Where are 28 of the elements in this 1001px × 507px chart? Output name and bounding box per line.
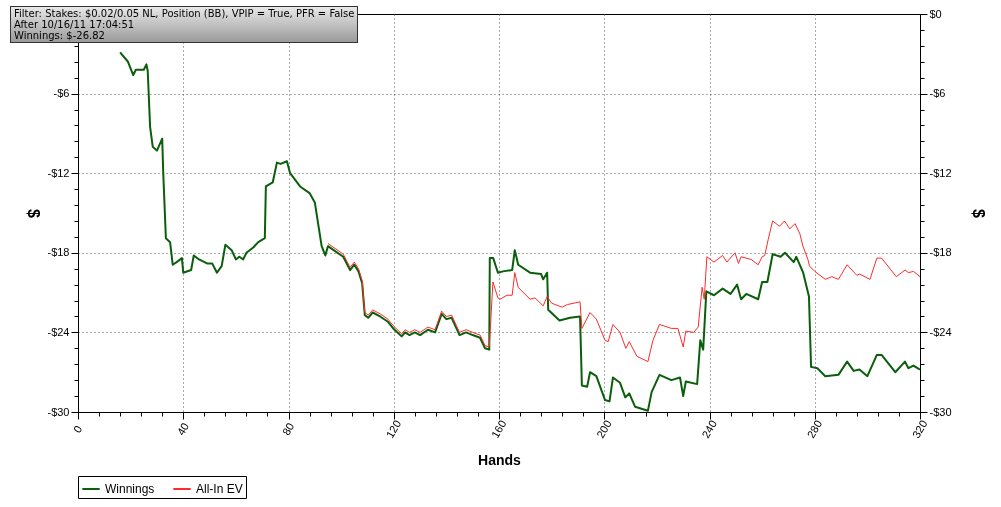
line-series [119,51,921,412]
y2-axis-title: $ [969,209,987,219]
y-tick-label: -$18 [47,246,70,259]
y-tick-label: -$24 [47,325,70,338]
y2-tick-label: -$30 [929,405,952,418]
annotation: Filter: Stakes: $0.02/0.05 NL, Position (BB), VPIP = True, PFR = False [14,8,355,19]
y-axis-title: $ [25,209,43,219]
x-tick-label: 80 [279,420,297,438]
y-tick-label: -$12 [47,166,70,179]
line-series [327,220,921,363]
caption-box: Filter: Stakes: $0.02/0.05 NL, Position (BB), VPIP = True, PFR = False After 10/16/11 17:04:51 Winnings: $-26.82 [10,6,359,43]
y2-tick-label: -$18 [929,246,952,259]
x-axis-title: Hands [478,451,522,468]
y2-tick-label: -$6 [929,87,946,100]
y2-tick-label: -$12 [929,166,952,179]
annotation: After 10/16/11 17:04:51 [14,19,136,30]
y2-tick-label: $0 [929,7,942,20]
legend-label: Winnings [105,482,155,496]
annotation: Winnings: $-26.82 [14,30,106,41]
y-tick-label: -$6 [53,87,70,100]
x-tick-label: 40 [174,420,192,438]
y2-tick-label: -$24 [929,325,952,338]
x-tick-label: 160 [488,418,509,440]
legend-label: All-In EV [196,482,243,496]
x-tick-label: 0 [70,423,85,435]
x-tick-label: 120 [383,418,404,440]
y-tick-label: -$30 [47,405,70,418]
x-tick-label: 320 [909,418,930,440]
